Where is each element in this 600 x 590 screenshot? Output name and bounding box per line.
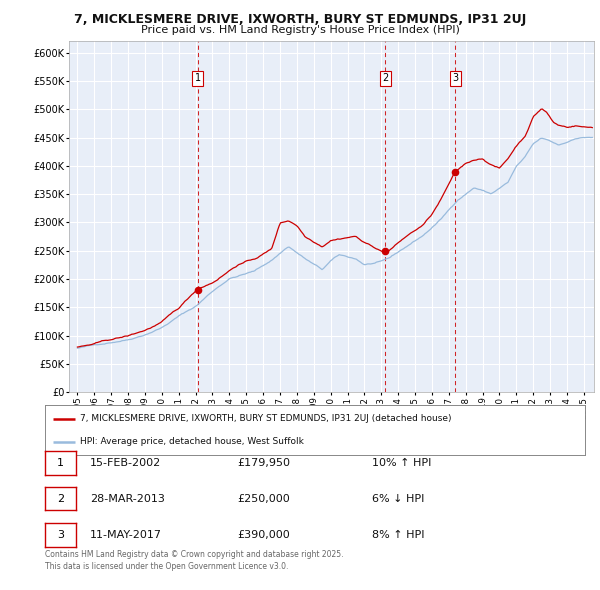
- Text: 1: 1: [57, 458, 64, 468]
- Text: 1: 1: [194, 73, 200, 83]
- Text: 7, MICKLESMERE DRIVE, IXWORTH, BURY ST EDMUNDS, IP31 2UJ: 7, MICKLESMERE DRIVE, IXWORTH, BURY ST E…: [74, 13, 526, 26]
- Text: 10% ↑ HPI: 10% ↑ HPI: [372, 458, 431, 468]
- Text: 2: 2: [382, 73, 388, 83]
- Text: 8% ↑ HPI: 8% ↑ HPI: [372, 530, 425, 540]
- Text: 2: 2: [57, 494, 64, 503]
- Text: £390,000: £390,000: [237, 530, 290, 540]
- Text: 11-MAY-2017: 11-MAY-2017: [90, 530, 162, 540]
- Text: 3: 3: [57, 530, 64, 540]
- Text: 15-FEB-2002: 15-FEB-2002: [90, 458, 161, 468]
- Text: £250,000: £250,000: [237, 494, 290, 503]
- Text: 3: 3: [452, 73, 458, 83]
- Text: Price paid vs. HM Land Registry's House Price Index (HPI): Price paid vs. HM Land Registry's House …: [140, 25, 460, 35]
- Text: £179,950: £179,950: [237, 458, 290, 468]
- Text: 28-MAR-2013: 28-MAR-2013: [90, 494, 165, 503]
- Text: 6% ↓ HPI: 6% ↓ HPI: [372, 494, 424, 503]
- Text: Contains HM Land Registry data © Crown copyright and database right 2025.: Contains HM Land Registry data © Crown c…: [45, 550, 343, 559]
- Text: 7, MICKLESMERE DRIVE, IXWORTH, BURY ST EDMUNDS, IP31 2UJ (detached house): 7, MICKLESMERE DRIVE, IXWORTH, BURY ST E…: [80, 414, 452, 424]
- Text: HPI: Average price, detached house, West Suffolk: HPI: Average price, detached house, West…: [80, 437, 304, 447]
- Text: This data is licensed under the Open Government Licence v3.0.: This data is licensed under the Open Gov…: [45, 562, 289, 571]
